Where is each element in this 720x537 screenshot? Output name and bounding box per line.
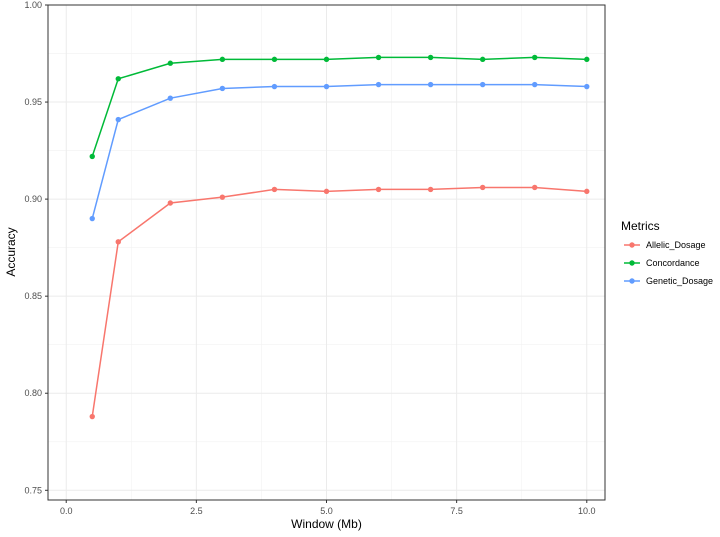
data-point-allelic-dosage	[584, 188, 590, 195]
data-point-concordance	[532, 54, 538, 61]
y-tick-label: 1.00	[24, 0, 42, 10]
data-point-genetic-dosage	[479, 81, 486, 88]
x-tick-label: 10.0	[578, 506, 596, 516]
x-axis-title: Window (Mb)	[291, 517, 362, 531]
legend-label-concordance: Concordance	[646, 258, 700, 268]
legend-key-point-genetic-dosage	[629, 278, 635, 284]
data-point-concordance	[89, 153, 95, 160]
legend-label-allelic-dosage: Allelic_Dosage	[646, 240, 706, 250]
x-tick-label: 5.0	[320, 506, 333, 516]
data-point-genetic-dosage	[532, 81, 538, 88]
data-point-genetic-dosage	[219, 85, 226, 92]
data-point-genetic-dosage	[115, 116, 121, 123]
y-tick-label: 0.90	[24, 194, 42, 204]
legend-key-point-concordance	[629, 260, 635, 266]
data-point-allelic-dosage	[323, 188, 330, 195]
data-point-genetic-dosage	[89, 215, 95, 222]
x-tick-label: 0.0	[60, 506, 73, 516]
data-point-genetic-dosage	[271, 83, 278, 90]
data-point-concordance	[375, 54, 382, 61]
data-point-concordance	[167, 60, 174, 66]
legend-label-genetic-dosage: Genetic_Dosage	[646, 276, 713, 286]
legend: Metrics Allelic_Dosage Concordance Genetic…	[621, 219, 713, 286]
axis-ticks	[45, 4, 588, 503]
x-tick-label: 2.5	[190, 506, 203, 516]
data-point-concordance	[323, 56, 330, 63]
data-point-genetic-dosage	[584, 83, 590, 90]
data-point-allelic-dosage	[219, 194, 226, 200]
data-point-allelic-dosage	[427, 186, 434, 193]
data-point-allelic-dosage	[115, 239, 121, 245]
data-point-allelic-dosage	[167, 200, 174, 206]
y-tick-label: 0.85	[24, 291, 42, 301]
data-point-allelic-dosage	[532, 184, 538, 191]
legend-title: Metrics	[621, 219, 660, 233]
data-point-allelic-dosage	[479, 184, 486, 191]
data-point-genetic-dosage	[427, 81, 434, 88]
data-point-concordance	[271, 56, 278, 63]
data-point-concordance	[219, 56, 226, 63]
y-tick-label: 0.75	[24, 485, 42, 495]
data-point-concordance	[115, 76, 121, 82]
y-axis-title: Accuracy	[4, 227, 18, 276]
data-point-concordance	[479, 56, 486, 63]
y-tick-label: 0.80	[24, 388, 42, 398]
data-point-concordance	[584, 56, 590, 63]
data-point-allelic-dosage	[375, 186, 382, 193]
data-point-concordance	[427, 54, 434, 61]
legend-key-point-allelic-dosage	[629, 242, 635, 248]
data-point-genetic-dosage	[375, 81, 382, 88]
tick-labels: 0.0 2.5 5.0 7.5 10.0 0.75 0.80 0.85 0.90 0.95 1.00	[24, 0, 595, 516]
series-layer	[89, 54, 590, 420]
y-tick-label: 0.95	[24, 97, 42, 107]
data-point-allelic-dosage	[271, 186, 278, 193]
data-point-genetic-dosage	[323, 83, 330, 90]
data-point-genetic-dosage	[167, 95, 174, 101]
data-point-allelic-dosage	[89, 413, 95, 420]
x-tick-label: 7.5	[450, 506, 463, 516]
